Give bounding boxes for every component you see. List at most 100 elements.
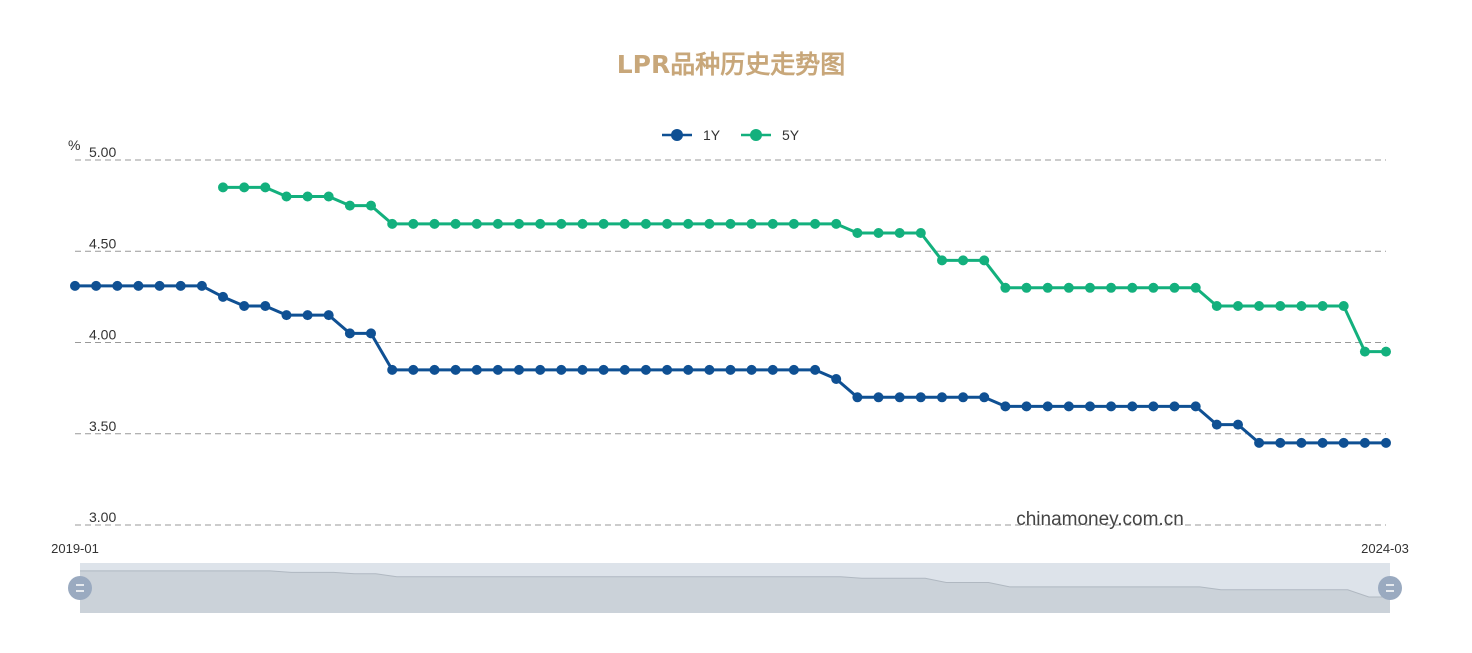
data-point-5y[interactable]	[366, 200, 376, 211]
data-point-5y[interactable]	[429, 218, 440, 229]
data-point-1y[interactable]	[1338, 437, 1349, 448]
data-point-1y[interactable]	[704, 364, 715, 375]
data-point-1y[interactable]	[1000, 401, 1011, 412]
data-point-5y[interactable]	[1317, 301, 1328, 311]
data-point-1y[interactable]	[1021, 401, 1032, 412]
data-point-5y[interactable]	[492, 218, 503, 229]
data-point-1y[interactable]	[1296, 437, 1307, 448]
data-point-5y[interactable]	[619, 218, 630, 229]
data-point-5y[interactable]	[1296, 301, 1307, 311]
data-point-1y[interactable]	[1275, 437, 1286, 448]
data-point-5y[interactable]	[514, 218, 524, 229]
data-point-1y[interactable]	[683, 364, 694, 375]
data-point-1y[interactable]	[429, 364, 440, 375]
data-point-5y[interactable]	[1000, 282, 1011, 293]
data-point-5y[interactable]	[1042, 282, 1053, 293]
data-point-1y[interactable]	[767, 364, 778, 375]
data-point-1y[interactable]	[70, 280, 80, 291]
data-point-1y[interactable]	[619, 364, 630, 375]
data-point-1y[interactable]	[1042, 401, 1053, 412]
data-point-5y[interactable]	[1106, 282, 1117, 293]
data-point-1y[interactable]	[535, 364, 546, 375]
data-point-1y[interactable]	[408, 364, 419, 375]
data-point-5y[interactable]	[1169, 282, 1180, 293]
legend-item-1y[interactable]: 1Y	[662, 127, 721, 143]
data-point-5y[interactable]	[239, 182, 250, 193]
data-point-1y[interactable]	[344, 328, 355, 339]
data-point-5y[interactable]	[1359, 346, 1370, 357]
data-point-5y[interactable]	[831, 218, 842, 229]
data-point-1y[interactable]	[831, 374, 842, 384]
data-point-5y[interactable]	[1381, 346, 1391, 357]
data-point-1y[interactable]	[302, 310, 313, 321]
data-point-1y[interactable]	[598, 364, 609, 375]
data-point-5y[interactable]	[746, 218, 757, 229]
data-point-1y[interactable]	[556, 364, 567, 375]
zoom-handle-left[interactable]	[68, 576, 92, 600]
data-point-5y[interactable]	[344, 200, 355, 211]
data-point-1y[interactable]	[1063, 401, 1074, 412]
data-point-1y[interactable]	[514, 364, 524, 375]
data-point-1y[interactable]	[196, 280, 207, 291]
data-point-5y[interactable]	[894, 228, 905, 238]
data-point-5y[interactable]	[535, 218, 546, 229]
data-point-5y[interactable]	[979, 255, 990, 266]
data-point-1y[interactable]	[852, 392, 863, 403]
data-point-1y[interactable]	[1381, 437, 1391, 448]
data-point-5y[interactable]	[958, 255, 969, 266]
data-point-5y[interactable]	[450, 218, 461, 229]
data-point-1y[interactable]	[366, 328, 376, 339]
data-point-5y[interactable]	[662, 218, 673, 229]
data-point-1y[interactable]	[175, 280, 186, 291]
data-point-1y[interactable]	[387, 364, 398, 375]
data-point-5y[interactable]	[683, 218, 694, 229]
data-point-1y[interactable]	[640, 364, 651, 375]
data-point-1y[interactable]	[725, 364, 736, 375]
data-point-5y[interactable]	[577, 218, 588, 229]
data-point-1y[interactable]	[1317, 437, 1328, 448]
data-point-1y[interactable]	[133, 280, 144, 291]
data-point-1y[interactable]	[323, 310, 334, 321]
data-point-1y[interactable]	[112, 280, 123, 291]
data-point-5y[interactable]	[408, 218, 419, 229]
data-point-1y[interactable]	[450, 364, 461, 375]
data-point-1y[interactable]	[979, 392, 990, 403]
data-point-1y[interactable]	[1106, 401, 1117, 412]
data-point-5y[interactable]	[640, 218, 651, 229]
data-point-1y[interactable]	[91, 280, 102, 291]
data-point-5y[interactable]	[810, 218, 821, 229]
data-point-5y[interactable]	[302, 191, 313, 202]
data-point-5y[interactable]	[1275, 301, 1286, 311]
data-point-1y[interactable]	[746, 364, 757, 375]
data-point-1y[interactable]	[810, 364, 821, 375]
data-point-1y[interactable]	[492, 364, 503, 375]
data-point-5y[interactable]	[1063, 282, 1074, 293]
data-point-5y[interactable]	[281, 191, 292, 202]
data-point-1y[interactable]	[239, 301, 250, 311]
data-point-5y[interactable]	[704, 218, 715, 229]
data-point-1y[interactable]	[1211, 419, 1222, 430]
data-point-5y[interactable]	[1148, 282, 1159, 293]
data-point-5y[interactable]	[937, 255, 947, 266]
data-point-5y[interactable]	[767, 218, 778, 229]
data-point-1y[interactable]	[1127, 401, 1138, 412]
data-point-5y[interactable]	[725, 218, 736, 229]
data-zoom-slider[interactable]	[68, 563, 1402, 613]
data-point-1y[interactable]	[1085, 401, 1095, 412]
data-point-5y[interactable]	[260, 182, 271, 193]
data-point-5y[interactable]	[556, 218, 567, 229]
data-point-5y[interactable]	[1021, 282, 1032, 293]
data-point-5y[interactable]	[598, 218, 609, 229]
data-point-1y[interactable]	[873, 392, 884, 403]
data-point-5y[interactable]	[1190, 282, 1201, 293]
data-point-5y[interactable]	[1254, 301, 1265, 311]
data-point-1y[interactable]	[915, 392, 926, 403]
data-point-1y[interactable]	[788, 364, 799, 375]
data-point-1y[interactable]	[218, 291, 228, 302]
data-point-5y[interactable]	[1085, 282, 1095, 293]
data-point-1y[interactable]	[471, 364, 482, 375]
data-point-5y[interactable]	[788, 218, 799, 229]
data-point-1y[interactable]	[1148, 401, 1159, 412]
data-point-5y[interactable]	[915, 228, 926, 238]
data-point-1y[interactable]	[1169, 401, 1180, 412]
